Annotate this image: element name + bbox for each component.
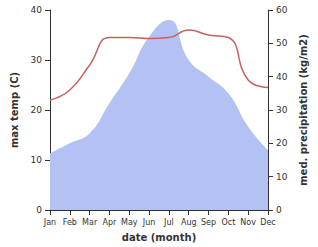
- svg-text:0: 0: [36, 205, 42, 215]
- svg-text:Mar: Mar: [82, 218, 98, 227]
- svg-text:40: 40: [31, 5, 43, 15]
- svg-text:Nov: Nov: [240, 218, 256, 227]
- svg-text:20: 20: [276, 138, 288, 148]
- svg-text:Oct: Oct: [221, 218, 235, 227]
- svg-text:max temp (C): max temp (C): [9, 72, 20, 148]
- svg-text:Aug: Aug: [181, 218, 197, 227]
- svg-text:Feb: Feb: [63, 218, 77, 227]
- svg-text:Apr: Apr: [103, 218, 118, 227]
- svg-text:med. precipitation (kg/m2): med. precipitation (kg/m2): [298, 34, 309, 186]
- svg-text:30: 30: [276, 105, 288, 115]
- svg-text:10: 10: [31, 155, 43, 165]
- svg-text:Sep: Sep: [201, 218, 216, 227]
- svg-text:0: 0: [276, 205, 282, 215]
- svg-text:40: 40: [276, 72, 288, 82]
- svg-text:60: 60: [276, 5, 288, 15]
- svg-text:Jan: Jan: [43, 218, 56, 227]
- svg-text:May: May: [121, 218, 138, 227]
- svg-text:Jun: Jun: [142, 218, 156, 227]
- svg-text:20: 20: [31, 105, 43, 115]
- svg-text:Jul: Jul: [163, 218, 174, 227]
- svg-text:date (month): date (month): [122, 232, 196, 243]
- svg-text:Dec: Dec: [260, 218, 275, 227]
- svg-text:50: 50: [276, 38, 288, 48]
- svg-text:30: 30: [31, 55, 43, 65]
- svg-text:10: 10: [276, 172, 288, 182]
